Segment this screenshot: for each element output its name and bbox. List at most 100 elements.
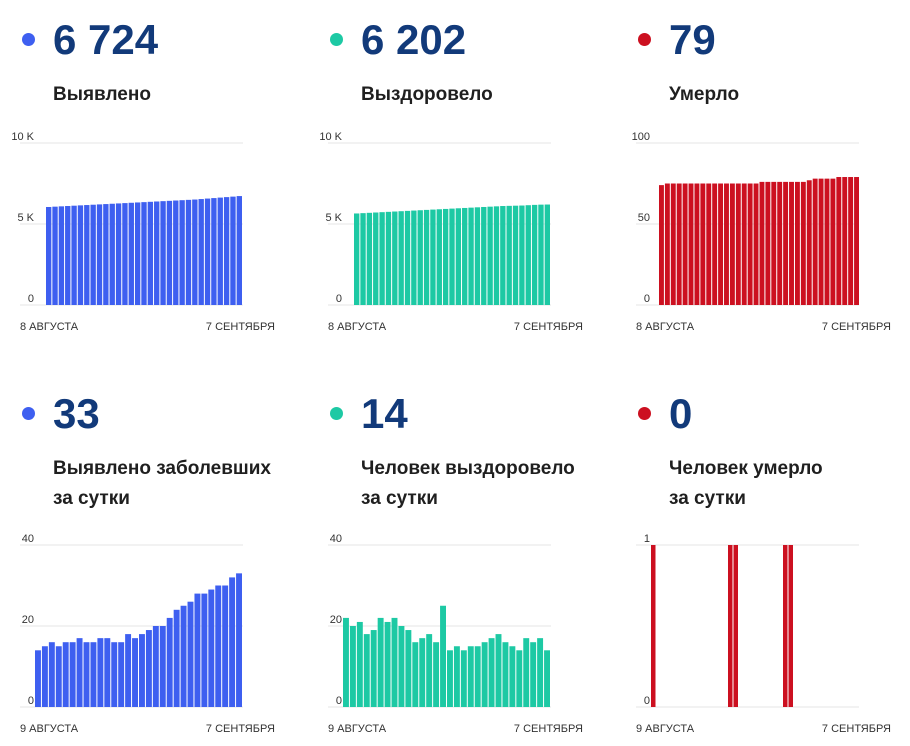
bar — [77, 205, 84, 305]
bar — [523, 638, 530, 707]
stat-label: Выздоровело — [361, 84, 493, 105]
bar — [41, 646, 48, 707]
bar — [173, 200, 179, 305]
bar — [447, 650, 453, 707]
stat-label: Человек умерло — [669, 458, 823, 479]
bar — [185, 199, 192, 305]
bar — [166, 200, 173, 305]
stat-label: Выявлено заболевших — [53, 458, 271, 479]
bar — [349, 626, 356, 707]
x-start-label: 9 АВГУСТА — [636, 723, 695, 735]
bar — [789, 181, 794, 305]
bar — [204, 198, 211, 305]
bar — [109, 203, 115, 305]
bar — [65, 206, 71, 305]
bar — [69, 642, 76, 707]
bar — [777, 181, 783, 305]
bar — [111, 642, 118, 707]
bar — [741, 183, 747, 305]
y-tick-label: 5 K — [17, 212, 34, 224]
bar — [682, 183, 688, 305]
y-tick-label: 0 — [644, 695, 650, 707]
bar — [236, 573, 242, 707]
stat-label: Выявлено — [53, 84, 151, 105]
bar — [392, 211, 398, 305]
bar — [830, 178, 836, 305]
bar — [419, 638, 426, 707]
bar — [806, 180, 812, 305]
bar — [76, 638, 83, 707]
bar — [506, 205, 512, 305]
bar — [783, 181, 789, 305]
bar — [122, 203, 128, 305]
bar — [800, 181, 806, 305]
bar — [363, 634, 370, 707]
stat-label: за сутки — [669, 488, 746, 509]
bar — [700, 183, 706, 305]
bar — [180, 605, 187, 707]
bar-chart: 0 5 K 10 K 8 АВГУСТА 7 СЕНТЯБРЯ — [319, 131, 583, 333]
bar — [659, 185, 664, 305]
bar — [201, 593, 208, 707]
bar — [488, 638, 495, 707]
y-tick-label: 20 — [22, 614, 34, 626]
bar — [735, 183, 741, 305]
bar — [159, 626, 166, 707]
bar — [509, 646, 516, 707]
bar-chart: 0 20 40 9 АВГУСТА 7 СЕНТЯБРЯ — [20, 533, 275, 735]
bar — [848, 177, 854, 305]
bar — [481, 642, 488, 707]
bar — [462, 207, 468, 305]
bar — [449, 208, 455, 305]
bar — [724, 183, 729, 305]
bar — [104, 638, 111, 707]
bar — [134, 202, 141, 305]
bar — [118, 642, 125, 707]
bar-chart: 0 1 9 АВГУСТА 7 СЕНТЯБРЯ — [636, 533, 891, 735]
bar — [398, 626, 405, 707]
bar — [783, 545, 788, 707]
stat-label: Умерло — [669, 84, 740, 105]
y-tick-label: 5 K — [325, 212, 342, 224]
bar — [379, 212, 385, 305]
bar — [35, 650, 41, 707]
bar — [398, 211, 404, 305]
bar — [453, 646, 460, 707]
bar — [90, 204, 96, 305]
legend-dot — [22, 407, 35, 420]
x-end-label: 7 СЕНТЯБРЯ — [822, 321, 891, 333]
legend-dot — [330, 33, 343, 46]
bar — [46, 206, 52, 305]
bar — [544, 204, 550, 305]
bar — [733, 545, 738, 707]
bar — [192, 199, 198, 305]
x-end-label: 7 СЕНТЯБРЯ — [514, 723, 583, 735]
bar — [373, 212, 379, 305]
bar — [187, 601, 194, 707]
bar — [651, 545, 656, 707]
y-tick-label: 0 — [28, 695, 34, 707]
bar — [460, 650, 467, 707]
bar — [493, 206, 500, 305]
bar — [391, 617, 398, 707]
bar — [788, 545, 793, 707]
bar — [544, 650, 550, 707]
bar — [217, 197, 223, 305]
bar — [360, 213, 366, 305]
legend-dot — [22, 33, 35, 46]
stat-value: 6 724 — [53, 16, 159, 63]
bar — [405, 630, 412, 707]
bar — [194, 593, 201, 707]
y-tick-label: 40 — [330, 533, 342, 545]
y-tick-label: 0 — [28, 293, 34, 305]
bar — [423, 209, 430, 305]
bar — [467, 646, 474, 707]
bar — [836, 177, 842, 305]
bar — [519, 205, 525, 305]
y-tick-label: 0 — [644, 293, 650, 305]
bar — [141, 202, 147, 305]
stat-label: за сутки — [53, 488, 130, 509]
bar — [125, 634, 132, 707]
bar — [404, 210, 411, 305]
bar — [759, 181, 765, 305]
